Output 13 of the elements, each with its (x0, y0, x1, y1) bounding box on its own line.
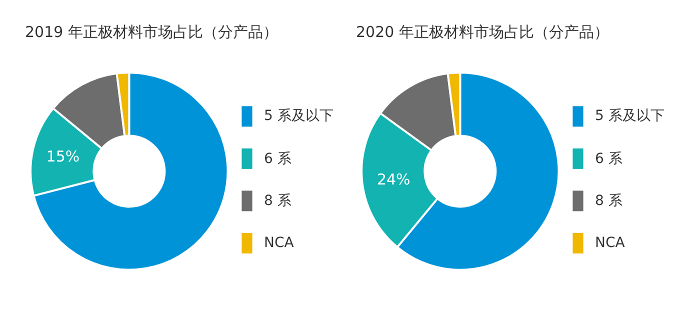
legend-label: 5 系及以下 (264, 108, 334, 124)
data-label: 24% (376, 170, 410, 189)
donut-slice (32, 72, 229, 271)
legend-label: NCA (264, 235, 294, 251)
legend-label: 6 系 (595, 151, 622, 167)
chart-title: 2019 年正极材料市场占比（分产品） (25, 23, 278, 41)
legend-label: 8 系 (595, 193, 622, 209)
legend-label: 8 系 (264, 193, 292, 209)
data-label: 15% (46, 147, 80, 166)
legend-label: NCA (595, 235, 626, 251)
chart-title: 2020 年正极材料市场占比（分产品） (356, 23, 609, 41)
legend-label: 5 系及以下 (595, 108, 664, 124)
legend-label: 6 系 (264, 151, 292, 167)
